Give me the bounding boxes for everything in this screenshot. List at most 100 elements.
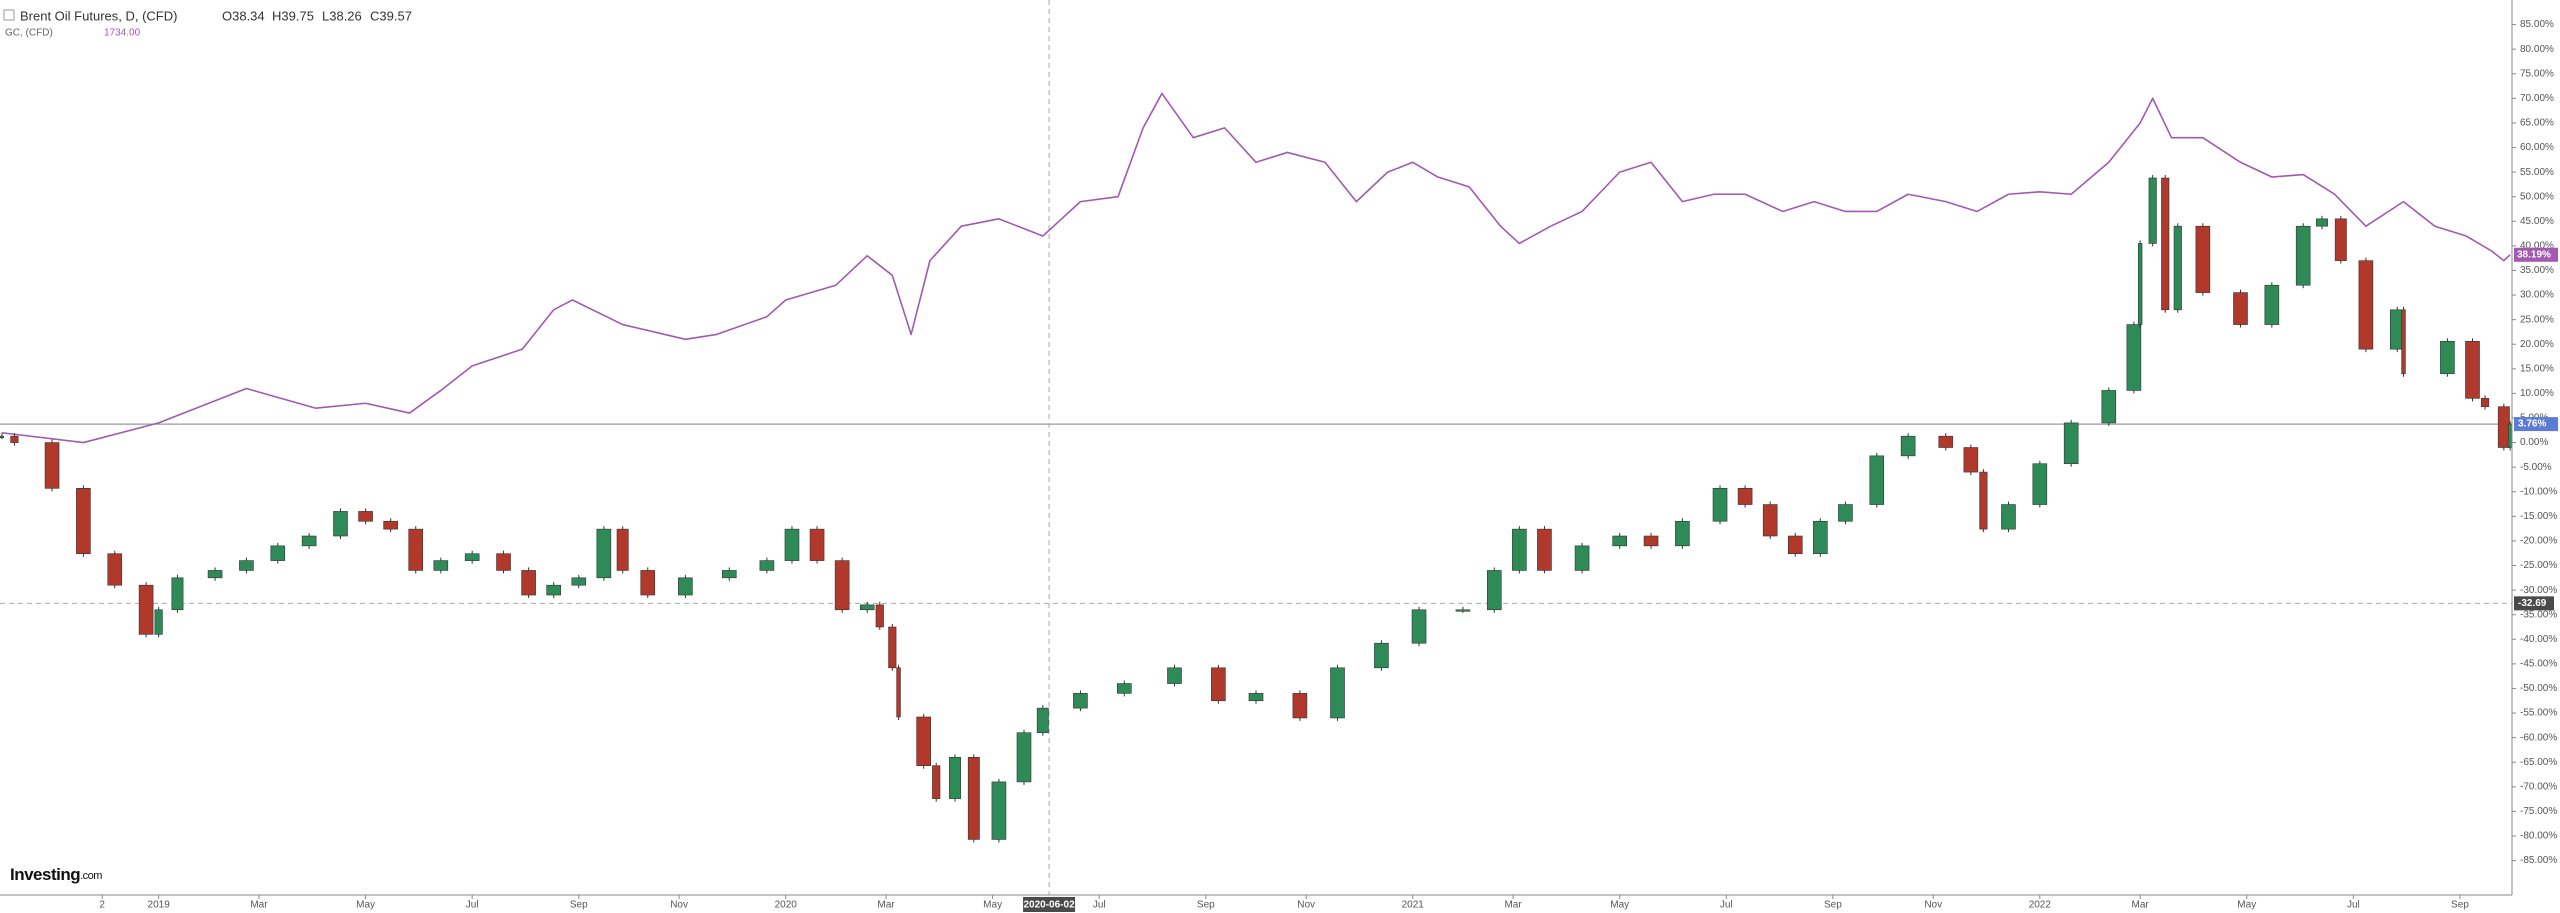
price-line-label-box [2514, 417, 2558, 432]
x-tick-label: Jul [466, 900, 479, 911]
y-tick-label: -20.00% [2520, 536, 2557, 547]
x-tick-label: May [356, 900, 375, 911]
y-tick-label: -55.00% [2520, 708, 2557, 719]
y-tick-label: -45.00% [2520, 659, 2557, 670]
candle [1330, 667, 1345, 719]
candle [809, 528, 825, 561]
crosshair-x-label: 2020-06-02 [1023, 900, 1075, 911]
candle [333, 511, 348, 537]
candle [464, 553, 480, 561]
y-tick-label: 35.00% [2520, 265, 2554, 276]
y-tick-label: -65.00% [2520, 757, 2557, 768]
candle [433, 560, 449, 571]
y-tick-label: 40.00% [2520, 241, 2554, 252]
candle [408, 528, 424, 571]
y-tick-label: -30.00% [2520, 585, 2557, 596]
x-tick-label: Jul [1720, 900, 1733, 911]
candle [1712, 488, 1728, 522]
candle [10, 435, 19, 443]
candle [1737, 488, 1753, 505]
ohlc-high: H39.75 [272, 8, 314, 23]
y-tick-label: -60.00% [2520, 732, 2557, 743]
candle [2032, 463, 2048, 505]
candle [759, 560, 775, 571]
ohlc-close: C39.57 [370, 8, 412, 23]
candle [1612, 535, 1627, 547]
collapse-icon[interactable] [3, 9, 15, 21]
candle [154, 609, 163, 635]
y-tick-label: 85.00% [2520, 19, 2554, 30]
candle [2440, 340, 2455, 375]
candle [1643, 535, 1659, 547]
crosshair-y-label-box [2514, 596, 2554, 611]
candle [1938, 435, 1954, 448]
crosshair-x-label-box [1023, 897, 1076, 912]
candle [0, 435, 4, 438]
gold-line [1, 92, 2511, 444]
y-tick-label: -50.00% [2520, 683, 2557, 694]
candle [888, 626, 897, 669]
candle [2148, 177, 2157, 244]
candle [138, 584, 154, 635]
candle [2401, 309, 2406, 375]
candle [44, 442, 60, 489]
candle [1574, 545, 1590, 571]
candle [916, 716, 931, 766]
gold-price: 1734.00 [104, 28, 141, 39]
candle [383, 520, 398, 530]
last-value-box [2514, 247, 2558, 262]
candle [2295, 225, 2311, 286]
candle [521, 570, 536, 596]
candle [1211, 667, 1226, 702]
candle [1486, 570, 1502, 611]
candle [1869, 455, 1885, 505]
x-tick-label: 2019 [148, 900, 171, 911]
crosshair-y-label: -32.69 [2518, 598, 2547, 609]
x-tick-label: 2020 [775, 900, 798, 911]
y-tick-label: 15.00% [2520, 363, 2554, 374]
x-tick-label: Mar [250, 900, 268, 911]
candle [496, 553, 511, 571]
candle [2316, 218, 2328, 227]
candle [2480, 398, 2490, 407]
x-tick-label: Nov [1924, 900, 1942, 911]
candle [107, 553, 123, 586]
candle [270, 545, 286, 561]
candle [967, 757, 980, 840]
candle [859, 604, 875, 611]
candle [1675, 520, 1690, 547]
y-tick-label: 75.00% [2520, 68, 2554, 79]
candle [1167, 667, 1182, 684]
x-tick-label: May [983, 900, 1002, 911]
candle [1411, 609, 1427, 644]
y-tick-label: 50.00% [2520, 191, 2554, 202]
candle [2334, 218, 2347, 261]
candle [2063, 422, 2079, 465]
candle [2137, 243, 2143, 325]
candle [2173, 225, 2182, 311]
candle [834, 560, 850, 611]
x-tick-label: Jul [1093, 900, 1106, 911]
candle [571, 577, 587, 586]
candle [2233, 292, 2248, 325]
candle [1537, 528, 1552, 571]
candle [239, 560, 254, 571]
x-tick-label: 2022 [2029, 900, 2052, 911]
candle [875, 604, 884, 628]
x-tick-label: May [1610, 900, 1629, 911]
y-tick-label: -15.00% [2520, 511, 2557, 522]
candle [1762, 504, 1778, 537]
candle [358, 511, 373, 522]
candle [2001, 504, 2016, 530]
y-tick-label: -10.00% [2520, 486, 2557, 497]
candle [301, 535, 317, 547]
y-tick-label: -5.00% [2520, 462, 2552, 473]
candle [76, 488, 91, 555]
candle [2465, 340, 2480, 399]
ohlc-low: L38.26 [322, 8, 362, 23]
candle [784, 528, 800, 561]
y-tick-label: 55.00% [2520, 167, 2554, 178]
y-tick-label: -40.00% [2520, 634, 2557, 645]
x-tick-label: 2021 [1402, 900, 1425, 911]
